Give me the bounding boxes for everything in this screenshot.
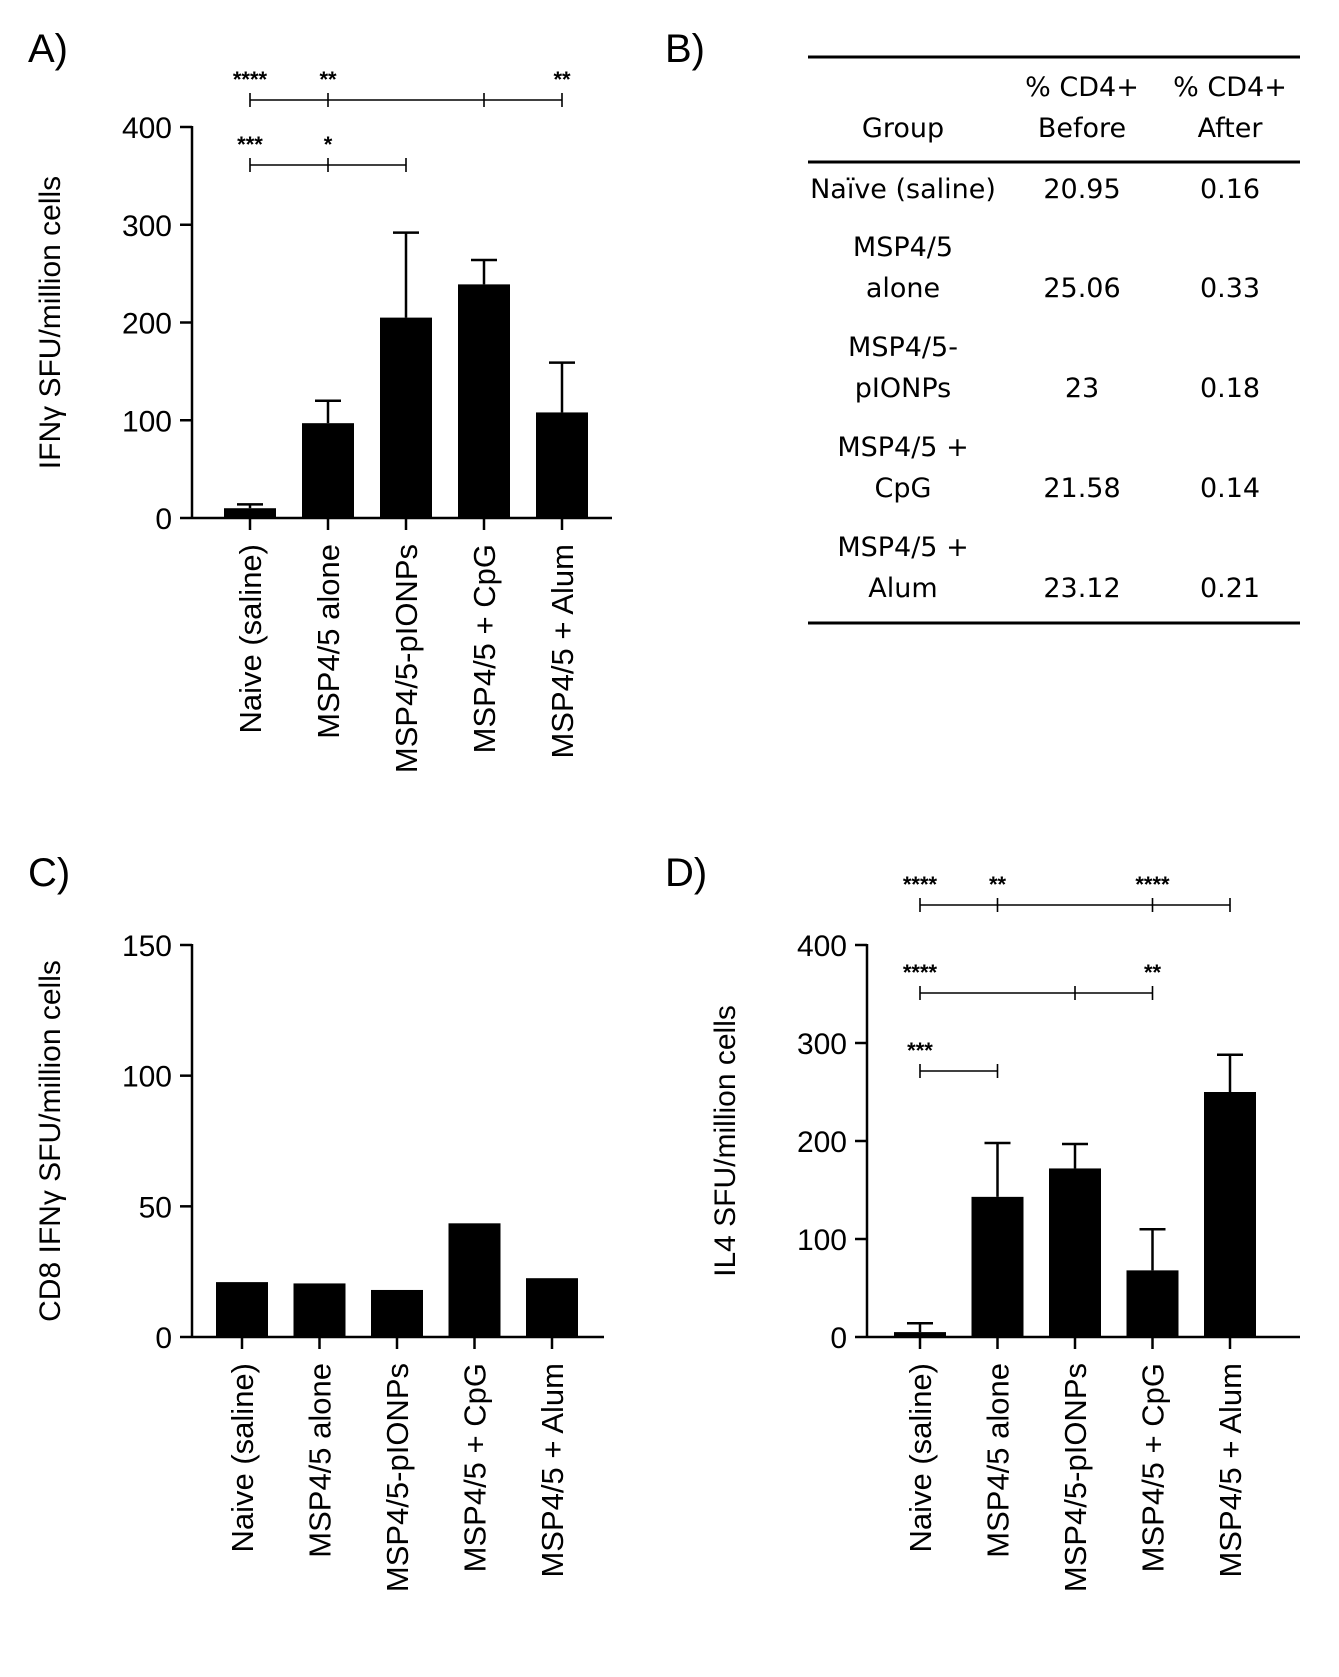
cd4-depletion-table: Group % CD4+ Before % CD4+ After Naïve (salin… [808,55,1300,625]
y-axis-label: CD8 IFNγ SFU/million cells [34,960,67,1322]
significance-label: ** [989,872,1007,897]
significance-label: ** [1144,960,1162,985]
x-category-label: MSP4/5-pIONPs [1058,1363,1093,1592]
chart-c: 0 50 100 150 CD8 IFNγ SFU/million cells Naive… [34,930,604,1592]
x-category-label: Naive (saline) [903,1363,938,1553]
table-cell-group: Naïve (saline) [810,174,996,205]
y-tick-label: 0 [155,503,172,536]
y-axis-label: IFNγ SFU/million cells [34,176,67,469]
significance-label: ** [553,67,571,92]
bar [1126,1270,1179,1337]
x-category-label: MSP4/5 + Alum [545,544,580,759]
significance-label: *** [237,132,263,157]
y-tick-label: 0 [830,1322,847,1355]
x-category-label: MSP4/5 + Alum [1213,1363,1248,1578]
table-cell-group: alone [866,273,940,304]
panel-letter-c: C) [28,851,70,895]
table-cell-group: MSP4/5- [848,332,958,363]
bar [1204,1092,1256,1337]
panel-letter-a: A) [28,27,68,71]
y-tick-label: 200 [797,1126,847,1159]
x-category-label: MSP4/5-pIONPs [389,544,424,773]
bar [380,317,432,518]
table-cell-group: pIONPs [855,373,951,404]
x-category-label: MSP4/5 + CpG [458,1363,493,1572]
table-cell-after: 0.21 [1200,573,1260,604]
x-category-label: Naive (saline) [233,544,268,734]
significance-label: **** [903,872,938,897]
significance-label: *** [907,1038,933,1063]
y-tick-label: 400 [122,112,172,145]
y-tick-label: 100 [797,1224,847,1257]
y-tick-label: 0 [155,1322,172,1355]
table-cell-before: 23 [1065,373,1099,404]
table-header: % CD4+ [1025,72,1139,103]
bar [293,1283,346,1337]
table-cell-group: Alum [868,573,937,604]
x-category-label: Naive (saline) [225,1363,260,1553]
x-category-label: MSP4/5 alone [981,1363,1016,1558]
significance-label: **** [1135,872,1170,897]
bar [216,1282,268,1337]
significance-label: ** [319,67,337,92]
table-cell-group: CpG [875,473,932,504]
x-category-label: MSP4/5 + Alum [535,1363,570,1578]
bar [224,508,276,518]
table-cell-group: MSP4/5 + [837,532,968,563]
y-tick-label: 150 [122,930,172,963]
x-category-label: MSP4/5 alone [311,544,346,739]
bar [302,423,354,518]
y-tick-label: 300 [122,210,172,243]
bar [894,1332,946,1337]
table-cell-after: 0.18 [1200,373,1260,404]
y-tick-label: 400 [797,930,847,963]
table-cell-after: 0.33 [1200,273,1260,304]
bar [458,284,510,518]
x-category-label: MSP4/5 + CpG [1136,1363,1171,1572]
table-cell-group: MSP4/5 [853,232,953,263]
table-cell-after: 0.14 [1200,473,1260,504]
significance-label: * [324,132,333,157]
significance-label: **** [233,67,268,92]
table-cell-before: 20.95 [1043,174,1120,205]
table-cell-before: 21.58 [1043,473,1120,504]
x-category-label: MSP4/5 alone [303,1363,338,1558]
table-header: After [1198,113,1264,144]
x-category-label: MSP4/5-pIONPs [380,1363,415,1592]
table-header: % CD4+ [1173,72,1287,103]
chart-a: 0 100 200 300 400 IFNγ SFU/million cells Naive… [34,67,612,773]
bar [1049,1168,1101,1337]
y-tick-label: 100 [122,1061,172,1094]
y-tick-label: 100 [122,405,172,438]
chart-d: 0 100 200 300 400 IL4 SFU/million cells Naive … [709,872,1300,1592]
panel-letter-b: B) [665,27,705,71]
y-tick-label: 50 [139,1191,172,1224]
table-header: Group [862,113,944,144]
bar [371,1289,423,1337]
table-cell-before: 23.12 [1043,573,1120,604]
y-tick-label: 200 [122,308,172,341]
bar [971,1196,1024,1337]
table-cell-after: 0.16 [1200,174,1260,205]
bar [526,1278,578,1337]
significance-label: **** [903,960,938,985]
y-tick-label: 300 [797,1028,847,1061]
bar [448,1223,501,1337]
panel-letter-d: D) [665,851,707,895]
y-axis-label: IL4 SFU/million cells [709,1005,742,1277]
table-header: Before [1038,113,1126,144]
table-cell-before: 25.06 [1043,273,1120,304]
table-cell-group: MSP4/5 + [837,432,968,463]
x-category-label: MSP4/5 + CpG [467,544,502,753]
bar [536,412,588,518]
